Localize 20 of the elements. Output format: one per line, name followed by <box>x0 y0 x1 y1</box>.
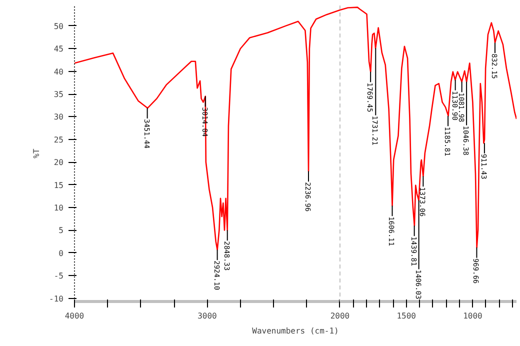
y-tick-label: 0 <box>58 248 64 258</box>
y-tick-label: 25 <box>54 135 64 144</box>
x-axis-title: Wavenumbers (cm-1) <box>252 326 339 336</box>
y-tick-label: -5 <box>54 272 64 281</box>
x-tick-label: 1500 <box>396 312 416 320</box>
y-tick-label: 40 <box>54 67 64 76</box>
y-tick-label: 30 <box>54 112 64 122</box>
y-tick-label: 10 <box>54 204 64 213</box>
x-tick-label: 2000 <box>330 312 350 320</box>
y-tick-label: 5 <box>58 226 64 236</box>
x-tick-label: 1000 <box>463 312 483 320</box>
y-tick-label: 20 <box>54 158 64 168</box>
x-tick-label: 3000 <box>198 312 218 320</box>
y-tick-label: 50 <box>54 22 64 31</box>
y-axis-title: %T <box>32 148 42 158</box>
y-tick-label: 15 <box>54 180 64 190</box>
y-tick-label: 35 <box>54 90 64 100</box>
x-tick-label: 4000 <box>64 312 84 320</box>
y-tick-label: 45 <box>54 44 64 54</box>
y-tick-label: -10 <box>49 294 64 304</box>
